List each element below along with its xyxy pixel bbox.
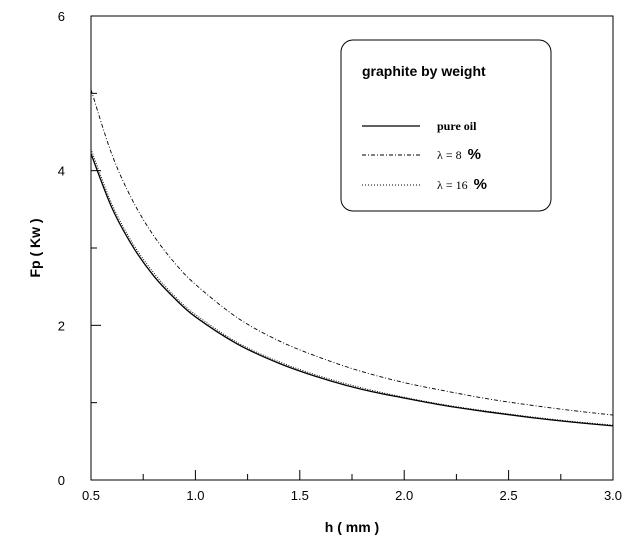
legend-label-pure-oil: pure oil bbox=[437, 119, 477, 133]
legend: graphite by weight pure oil λ = 8 % λ = … bbox=[340, 39, 552, 212]
series-line-0 bbox=[90, 153, 614, 427]
legend-label-lambda-8-text: λ = 8 bbox=[437, 148, 462, 162]
y-tick-label: 0 bbox=[58, 473, 65, 488]
x-axis-title: h ( mm ) bbox=[325, 519, 379, 535]
legend-label-lambda-16-text: λ = 16 bbox=[437, 178, 468, 192]
x-tick-label: 2.5 bbox=[500, 488, 518, 503]
x-tick-label: 3.0 bbox=[604, 488, 622, 503]
legend-title: graphite by weight bbox=[362, 63, 486, 79]
legend-label-lambda-16-percent: % bbox=[474, 176, 487, 193]
x-tick-label: 2.0 bbox=[395, 488, 413, 503]
y-axis-title: Fp ( Kw ) bbox=[27, 218, 43, 277]
x-tick-label: 0.5 bbox=[82, 488, 100, 503]
y-tick-label: 6 bbox=[58, 9, 65, 24]
x-tick-label: 1.0 bbox=[186, 488, 204, 503]
y-tick-label: 2 bbox=[58, 318, 65, 333]
series-layer bbox=[90, 89, 614, 427]
legend-label-lambda-16: λ = 16 % bbox=[437, 176, 487, 193]
y-tick-label: 4 bbox=[58, 164, 65, 179]
axes: 0.5 1.0 1.5 2.0 2.5 3.0 0 2 4 6 h ( mm ) Fp ( Kw ) bbox=[27, 9, 622, 535]
x-tick-label: 1.5 bbox=[291, 488, 309, 503]
series-line-2 bbox=[90, 89, 614, 416]
legend-label-lambda-8-percent: % bbox=[468, 146, 481, 163]
legend-label-lambda-8: λ = 8 % bbox=[437, 146, 481, 163]
legend-box bbox=[340, 39, 552, 212]
